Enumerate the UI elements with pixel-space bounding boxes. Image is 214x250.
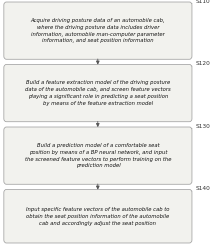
Text: S140: S140: [196, 186, 211, 191]
Text: S110: S110: [196, 0, 211, 4]
FancyBboxPatch shape: [4, 64, 192, 122]
Text: Input specific feature vectors of the automobile cab to
obtain the seat position: Input specific feature vectors of the au…: [26, 207, 170, 226]
Text: S120: S120: [196, 61, 211, 66]
FancyBboxPatch shape: [4, 2, 192, 59]
Text: Build a feature extraction model of the driving posture
data of the automobile c: Build a feature extraction model of the …: [25, 80, 171, 106]
Text: Acquire driving posture data of an automobile cab,
where the driving posture dat: Acquire driving posture data of an autom…: [31, 18, 165, 43]
FancyBboxPatch shape: [4, 190, 192, 243]
Text: Build a prediction model of a comfortable seat
position by means of a BP neural : Build a prediction model of a comfortabl…: [25, 143, 171, 168]
Text: S130: S130: [196, 124, 211, 129]
FancyBboxPatch shape: [4, 127, 192, 184]
